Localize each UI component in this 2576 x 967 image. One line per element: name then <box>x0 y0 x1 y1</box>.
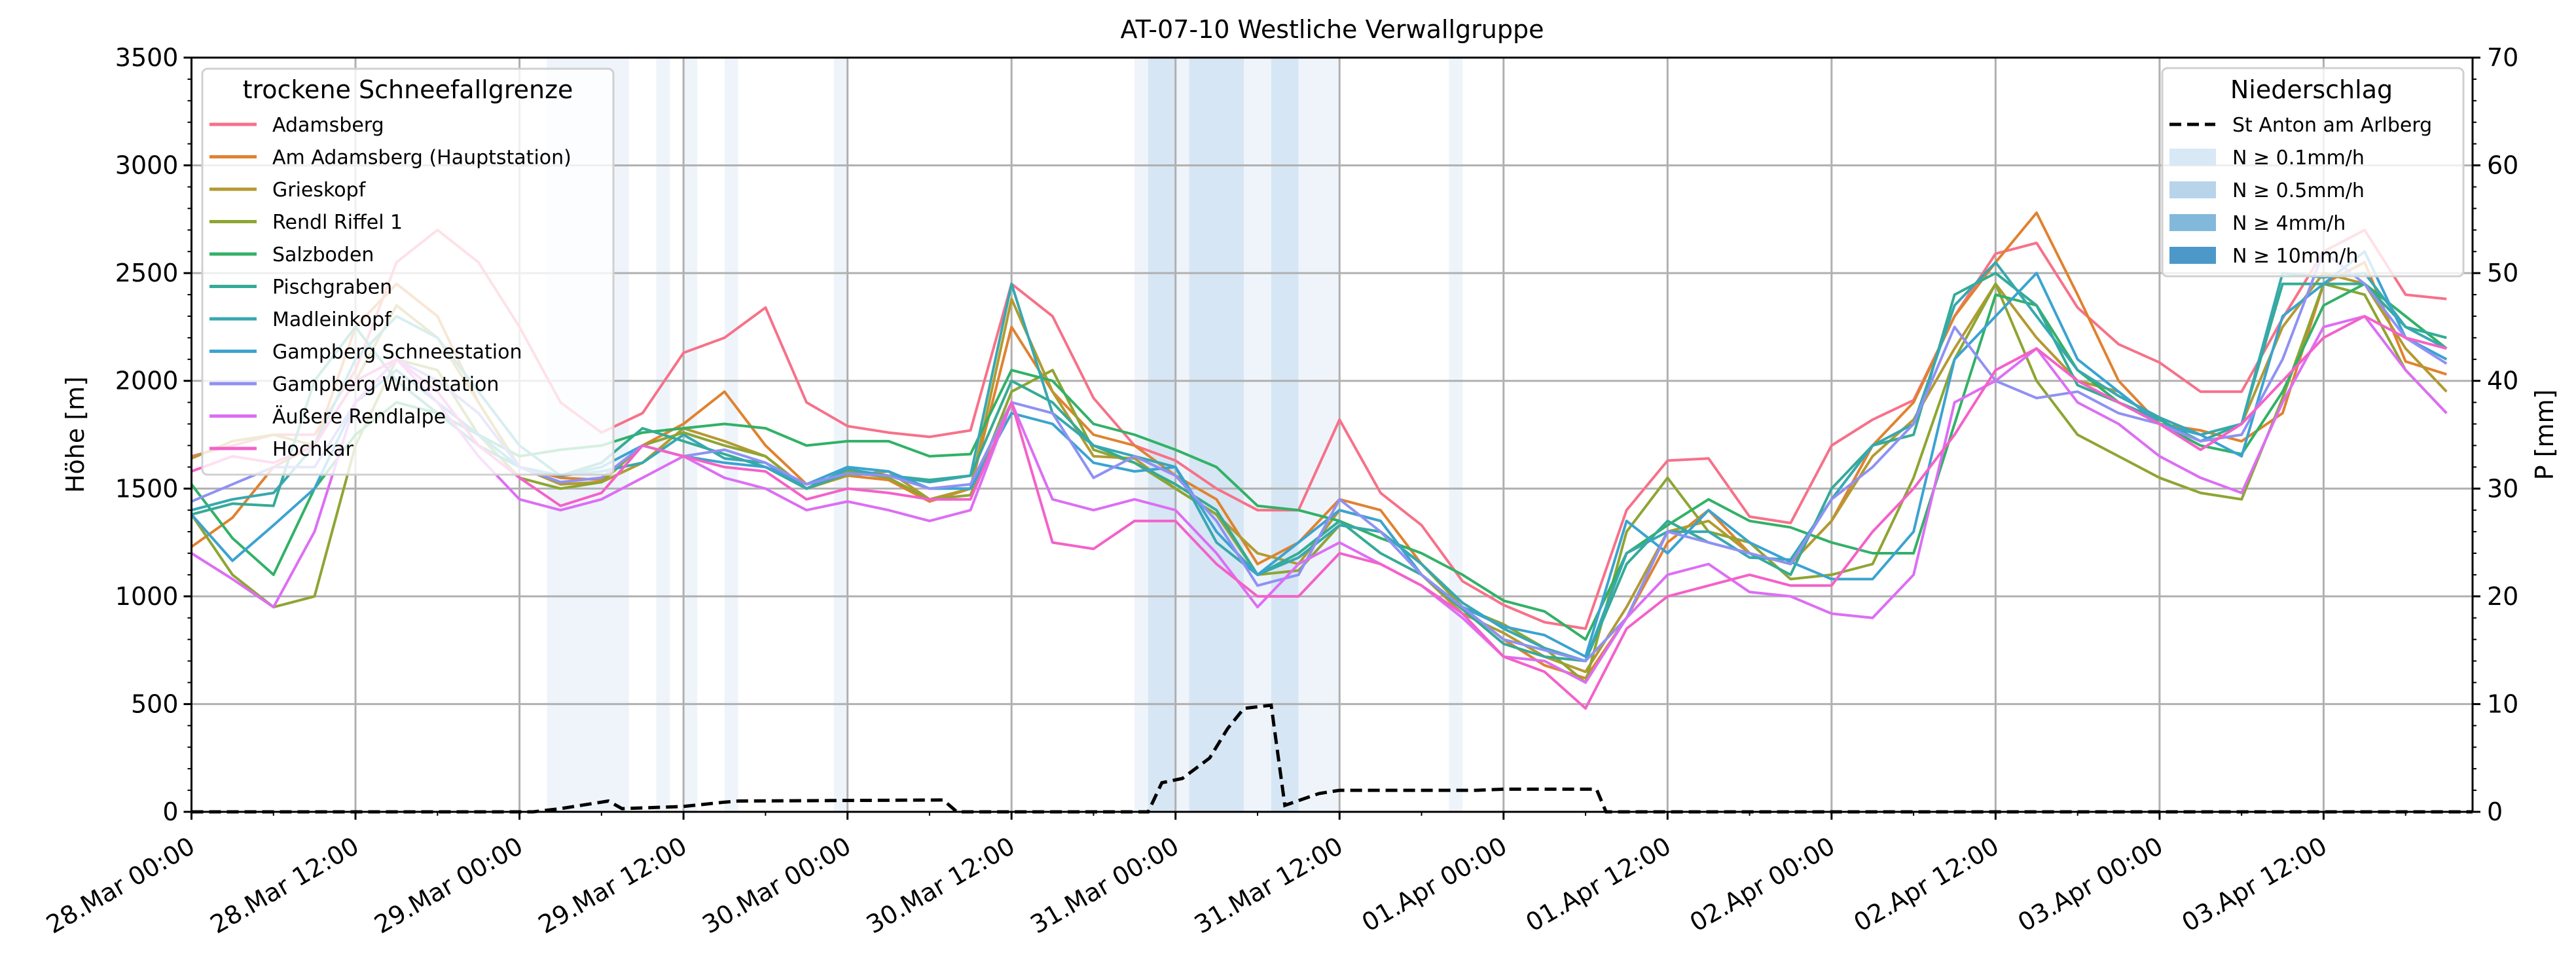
legend-title: Niederschlag <box>2230 75 2393 104</box>
legend-label: Äußere Rendlalpe <box>272 405 446 429</box>
legend-label: Gampberg Windstation <box>272 373 499 396</box>
legend-label: Salzboden <box>272 244 374 266</box>
legend-swatch <box>2169 247 2216 264</box>
legend-label: Madleinkopf <box>272 308 392 331</box>
x-tick-label: 02.Apr 12:00 <box>1849 831 2004 938</box>
x-tick-label: 03.Apr 00:00 <box>2013 831 2168 938</box>
x-tick-label: 01.Apr 12:00 <box>1521 831 1676 938</box>
chart-title: AT-07-10 Westliche Verwallgruppe <box>1121 15 1544 44</box>
precip-band <box>1148 58 1176 812</box>
x-tick-label: 31.Mar 00:00 <box>1025 831 1184 940</box>
legend-label: N ≥ 0.5mm/h <box>2232 179 2365 202</box>
legend-label: Grieskopf <box>272 179 367 202</box>
y-right-tick-label: 30 <box>2487 474 2518 503</box>
y-right-tick-label: 0 <box>2487 797 2503 826</box>
legend-precipitation: Niederschlag St Anton am Arlberg N ≥ 0.1mm… <box>2161 67 2465 278</box>
precip-band <box>1175 58 1189 812</box>
series-line--u-ere-rendlalpe <box>190 315 2448 684</box>
y-tick-label: 1000 <box>115 582 179 611</box>
legend-label: Am Adamsberg (Hauptstation) <box>272 147 571 170</box>
y-tick-label: 3500 <box>115 43 179 72</box>
y-tick-label: 0 <box>162 797 178 826</box>
precip-band <box>1271 58 1299 812</box>
y-tick-label: 2000 <box>115 367 179 395</box>
x-tick-label: 30.Mar 00:00 <box>697 831 856 940</box>
series-line-hochkar <box>190 315 2447 710</box>
y-tick-label: 1500 <box>115 474 179 503</box>
y-axis-label: Höhe [m] <box>61 376 90 493</box>
precip-band <box>1449 58 1463 812</box>
series-lines <box>190 211 2448 710</box>
precipitation-line <box>191 703 2473 814</box>
legend-swatch <box>2169 149 2216 166</box>
x-tick-label: 01.Apr 00:00 <box>1357 831 1512 938</box>
y-tick-label: 500 <box>131 689 179 718</box>
legend-box <box>201 67 615 476</box>
x-tick-label: 29.Mar 00:00 <box>369 831 528 940</box>
series-line-rendl-riffel-1 <box>190 282 2448 684</box>
legend-swatch <box>2169 214 2216 231</box>
legend-label: St Anton am Arlberg <box>2232 114 2432 137</box>
legend-box <box>2161 67 2465 278</box>
y-right-tick-label: 60 <box>2487 151 2518 180</box>
precip-band <box>1189 58 1244 812</box>
x-tick-label: 30.Mar 12:00 <box>862 831 1020 940</box>
plot-frame <box>190 56 2474 813</box>
legend-label: N ≥ 4mm/h <box>2232 212 2346 235</box>
legend-label: Hochkar <box>272 438 354 461</box>
legend-label: Adamsberg <box>272 114 384 137</box>
y-right-tick-label: 50 <box>2487 259 2518 287</box>
x-tick-label: 03.Apr 12:00 <box>2177 831 2332 938</box>
legend-label: Gampberg Schneestation <box>272 341 522 364</box>
legend-label: N ≥ 10mm/h <box>2232 245 2358 268</box>
x-tick-label: 29.Mar 12:00 <box>534 831 692 940</box>
legend-label: Pischgraben <box>272 276 392 299</box>
x-tick-label: 28.Mar 00:00 <box>41 831 200 940</box>
precip-band <box>724 58 738 812</box>
y-right-tick-label: 20 <box>2487 582 2518 611</box>
y-right-tick-label: 70 <box>2487 43 2518 72</box>
precip-band <box>1244 58 1271 812</box>
precip-band <box>1134 58 1148 812</box>
legend-snowline: trockene Schneefallgrenze Adamsberg Am Ada… <box>201 67 615 476</box>
precip-line-st-anton <box>191 703 2473 814</box>
y-axis-right-label: P [mm] <box>2530 390 2559 481</box>
legend-title: trockene Schneefallgrenze <box>243 75 573 104</box>
y-tick-label: 3000 <box>115 151 179 180</box>
precipitation-bands <box>547 58 1463 812</box>
y-right-tick-label: 40 <box>2487 367 2518 395</box>
y-right-tick-label: 10 <box>2487 689 2518 718</box>
x-tick-label: 31.Mar 12:00 <box>1189 831 1348 940</box>
legend-swatch <box>2169 181 2216 198</box>
precip-band <box>833 58 848 812</box>
legend-label: Rendl Riffel 1 <box>272 211 403 234</box>
x-tick-label: 28.Mar 12:00 <box>206 831 364 940</box>
x-tick-label: 02.Apr 00:00 <box>1685 831 1840 938</box>
y-tick-label: 2500 <box>115 259 179 287</box>
series-line-am-adamsberg-hauptstation- <box>190 211 2447 680</box>
legend-label: N ≥ 0.1mm/h <box>2232 147 2365 170</box>
